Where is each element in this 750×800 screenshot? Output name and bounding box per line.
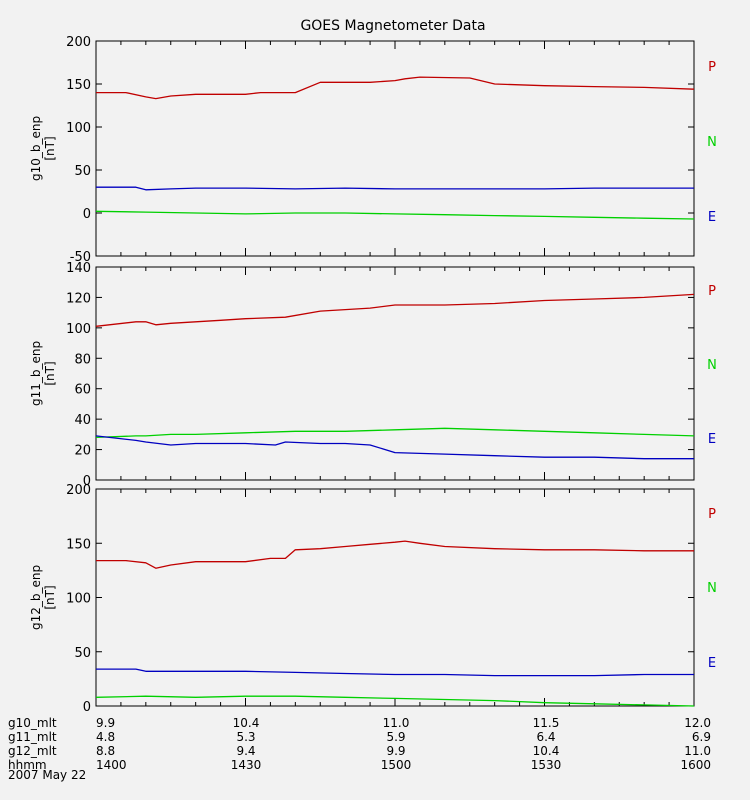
legend-p: P [708, 284, 716, 299]
legend-e: E [708, 432, 716, 447]
series-line-p [96, 540, 694, 569]
x-row-value: 8.8 [96, 744, 115, 758]
legend-e: E [708, 656, 716, 671]
series-line-n [95, 210, 695, 220]
x-row-value: 9.9 [96, 716, 115, 730]
panel-2: 0 20 40 60 80 100 120 140 g11_b_enp [nT] P N E [29, 261, 717, 489]
series-line-p [96, 76, 695, 100]
y-axis-label: g10_b_enp [29, 116, 43, 181]
y-tick-label: 120 [66, 291, 91, 306]
y-tick-label: 150 [66, 537, 91, 552]
y-tick-label: 80 [74, 352, 91, 367]
x-row-value: 1600 [680, 758, 711, 772]
x-row-value: 6.4 [536, 730, 555, 744]
legend-p: P [708, 60, 716, 75]
series-line-n [95, 695, 695, 707]
y-tick-label: 20 [74, 444, 91, 459]
y-tick-label: 0 [83, 207, 91, 222]
y-tick-label: 100 [66, 592, 91, 607]
x-row-label: hhmm [8, 758, 47, 772]
x-row-value: 6.9 [692, 730, 711, 744]
panel-frame [95, 488, 695, 707]
y-axis-unit: [nT] [43, 585, 57, 609]
x-row-value: 10.4 [233, 716, 260, 730]
legend-e: E [708, 210, 716, 225]
x-row-value: 11.0 [383, 716, 410, 730]
panel-1: -50 0 50 100 150 200 g10_b_enp [nT] P N E [29, 35, 717, 265]
y-axis-label: g11_b_enp [29, 341, 43, 406]
y-tick-label: 100 [66, 121, 91, 136]
series-line-p [95, 293, 695, 327]
x-row-value: 1430 [231, 758, 262, 772]
x-row-value: 9.9 [386, 744, 405, 758]
chart-title: GOES Magnetometer Data [300, 18, 485, 34]
y-tick-label: -50 [70, 250, 91, 265]
panel-3: 0 50 100 150 200 g12_b_enp [nT] P N E [29, 483, 717, 715]
x-row-value: 9.4 [236, 744, 255, 758]
y-axis-unit: [nT] [43, 136, 57, 160]
series-line-e [96, 668, 694, 677]
legend-p: P [708, 507, 716, 522]
x-row-value: 11.0 [684, 744, 711, 758]
x-row-value: 12.0 [684, 716, 711, 730]
y-tick-label: 40 [74, 413, 91, 428]
y-tick-label: 200 [66, 35, 91, 50]
y-tick-label: 60 [74, 383, 91, 398]
x-row-value: 1530 [531, 758, 562, 772]
y-tick-label: 200 [66, 483, 91, 498]
x-row-value: 10.4 [533, 744, 560, 758]
x-row-value: 4.8 [96, 730, 115, 744]
legend-n: N [707, 581, 717, 596]
series-line-e [96, 186, 694, 191]
y-axis-unit: [nT] [43, 361, 57, 385]
legend-n: N [707, 358, 717, 373]
y-tick-label: 150 [66, 78, 91, 93]
y-axis-label: g12_b_enp [29, 565, 43, 630]
x-axis-annotation-rows: g10_mlt 9.9 10.4 11.0 11.5 12.0 g11_mlt 4.8 5.3 5… [8, 716, 711, 772]
x-row-label: g11_mlt [8, 730, 57, 744]
y-tick-label: 0 [83, 474, 91, 489]
series-line-n [95, 427, 695, 439]
x-row-label: g10_mlt [8, 716, 57, 730]
series-line-e [95, 435, 694, 460]
x-row-value: 1500 [381, 758, 412, 772]
legend-n: N [707, 135, 717, 150]
date-label: 2007 May 22 [8, 768, 86, 782]
y-tick-label: 140 [66, 261, 91, 276]
x-row-label: g12_mlt [8, 744, 57, 758]
y-tick-label: 50 [74, 646, 91, 661]
y-tick-label: 50 [74, 164, 91, 179]
panel-frame [95, 40, 695, 257]
y-tick-label: 0 [83, 700, 91, 715]
x-row-value: 5.3 [236, 730, 255, 744]
y-tick-label: 100 [66, 322, 91, 337]
x-row-value: 5.9 [386, 730, 405, 744]
x-row-value: 11.5 [533, 716, 560, 730]
x-row-value: 1400 [96, 758, 127, 772]
